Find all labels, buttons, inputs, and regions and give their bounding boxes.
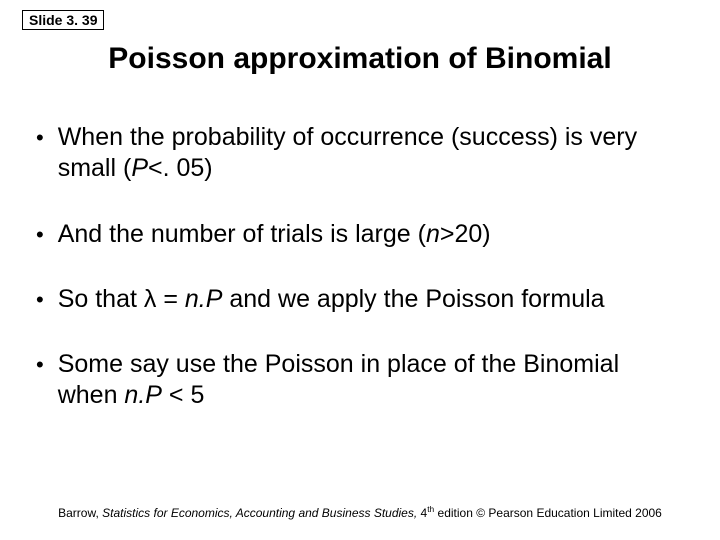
bullet-text: When the probability of occurrence (succ… bbox=[58, 122, 684, 185]
bullet-dot: • bbox=[36, 221, 44, 249]
slide-number-badge: Slide 3. 39 bbox=[22, 10, 104, 30]
bullet-dot: • bbox=[36, 286, 44, 314]
bullet-dot: • bbox=[36, 351, 44, 379]
bullet-text: And the number of trials is large (n>20) bbox=[58, 219, 684, 250]
bullet-item: • Some say use the Poisson in place of t… bbox=[36, 349, 684, 412]
bullet-list: • When the probability of occurrence (su… bbox=[36, 122, 684, 446]
bullet-text: So that λ = n.P and we apply the Poisson… bbox=[58, 284, 684, 315]
bullet-item: • When the probability of occurrence (su… bbox=[36, 122, 684, 185]
bullet-item: • So that λ = n.P and we apply the Poiss… bbox=[36, 284, 684, 315]
slide-footer: Barrow, Statistics for Economics, Accoun… bbox=[0, 504, 720, 520]
bullet-item: • And the number of trials is large (n>2… bbox=[36, 219, 684, 250]
slide-title: Poisson approximation of Binomial bbox=[0, 42, 720, 76]
bullet-dot: • bbox=[36, 124, 44, 152]
bullet-text: Some say use the Poisson in place of the… bbox=[58, 349, 684, 412]
